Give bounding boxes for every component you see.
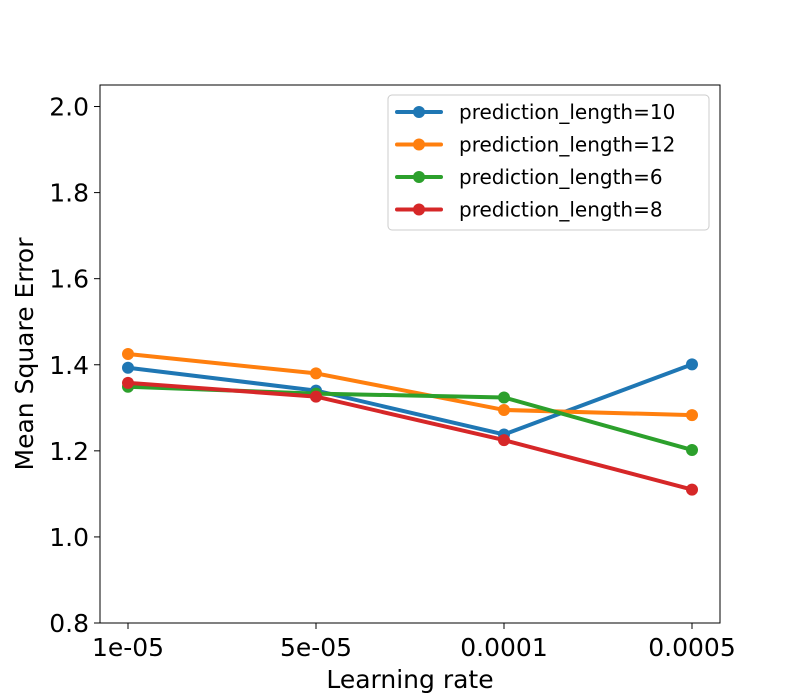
x-axis-label: Learning rate [326, 665, 493, 694]
legend-swatch-marker [413, 203, 425, 216]
legend-label: prediction_length=10 [459, 100, 675, 124]
series-prediction-length-8 [122, 376, 698, 496]
legend-item-prediction-length-10: prediction_length=10 [395, 100, 675, 124]
y-tick-label-1-0: 1.0 [49, 523, 89, 552]
legend-item-prediction-length-8: prediction_length=8 [395, 198, 663, 222]
series-prediction-length-12 [122, 348, 698, 422]
legend-item-prediction-length-6: prediction_length=6 [395, 165, 663, 189]
y-tick-label-0-8: 0.8 [49, 609, 89, 638]
y-tick-label-2-0: 2.0 [49, 93, 89, 122]
legend-label: prediction_length=12 [459, 133, 675, 157]
legend-item-prediction-length-12: prediction_length=12 [395, 133, 675, 157]
series-layer [122, 348, 698, 496]
data-point-prediction-length-8-0-0005 [686, 483, 698, 496]
data-point-prediction-length-12-0-0005 [686, 409, 698, 422]
legend: prediction_length=10 prediction_length=12… [387, 94, 710, 231]
data-point-prediction-length-8-1e-05 [122, 376, 134, 389]
y-tick-label-1-8: 1.8 [49, 179, 89, 208]
plot-frame [99, 84, 721, 624]
y-tick-label-1-2: 1.2 [49, 437, 89, 466]
data-point-prediction-length-8-5e-05 [310, 390, 322, 403]
series-line-prediction-length-10 [126, 362, 694, 437]
y-axis-label: Mean Square Error [10, 237, 39, 471]
axes-layer [99, 84, 721, 624]
legend-label: prediction_length=6 [459, 165, 663, 189]
data-point-prediction-length-6-0-0001 [498, 391, 510, 404]
x-tick-label-1e-05: 1e-05 [92, 633, 164, 662]
data-point-prediction-length-12-5e-05 [310, 367, 322, 380]
data-point-prediction-length-12-1e-05 [122, 348, 134, 360]
legend-label: prediction_length=8 [459, 198, 663, 222]
data-point-prediction-length-8-0-0001 [498, 434, 510, 447]
x-axis: 1e-05 5e-05 0.0001 0.0005 [92, 623, 736, 662]
x-tick-label-0-0001: 0.0001 [460, 633, 547, 662]
data-point-prediction-length-12-0-0001 [498, 403, 510, 416]
y-tick-label-1-4: 1.4 [49, 351, 89, 380]
y-axis: 0.8 1.0 1.2 1.4 1.6 1.8 2.0 [49, 93, 100, 638]
series-line-prediction-length-12 [126, 352, 694, 418]
x-tick-label-0-0005: 0.0005 [648, 633, 735, 662]
legend-swatch-marker [413, 106, 425, 118]
legend-swatch-marker [413, 171, 425, 183]
data-point-prediction-length-10-0-0005 [686, 358, 698, 371]
data-point-prediction-length-6-0-0005 [686, 443, 698, 456]
y-tick-label-1-6: 1.6 [49, 265, 89, 294]
legend-swatch-marker [413, 138, 425, 151]
x-tick-label-5e-05: 5e-05 [280, 633, 352, 662]
series-line-prediction-length-8 [126, 380, 694, 492]
legend-box [387, 94, 710, 231]
data-point-prediction-length-10-1e-05 [122, 361, 134, 374]
